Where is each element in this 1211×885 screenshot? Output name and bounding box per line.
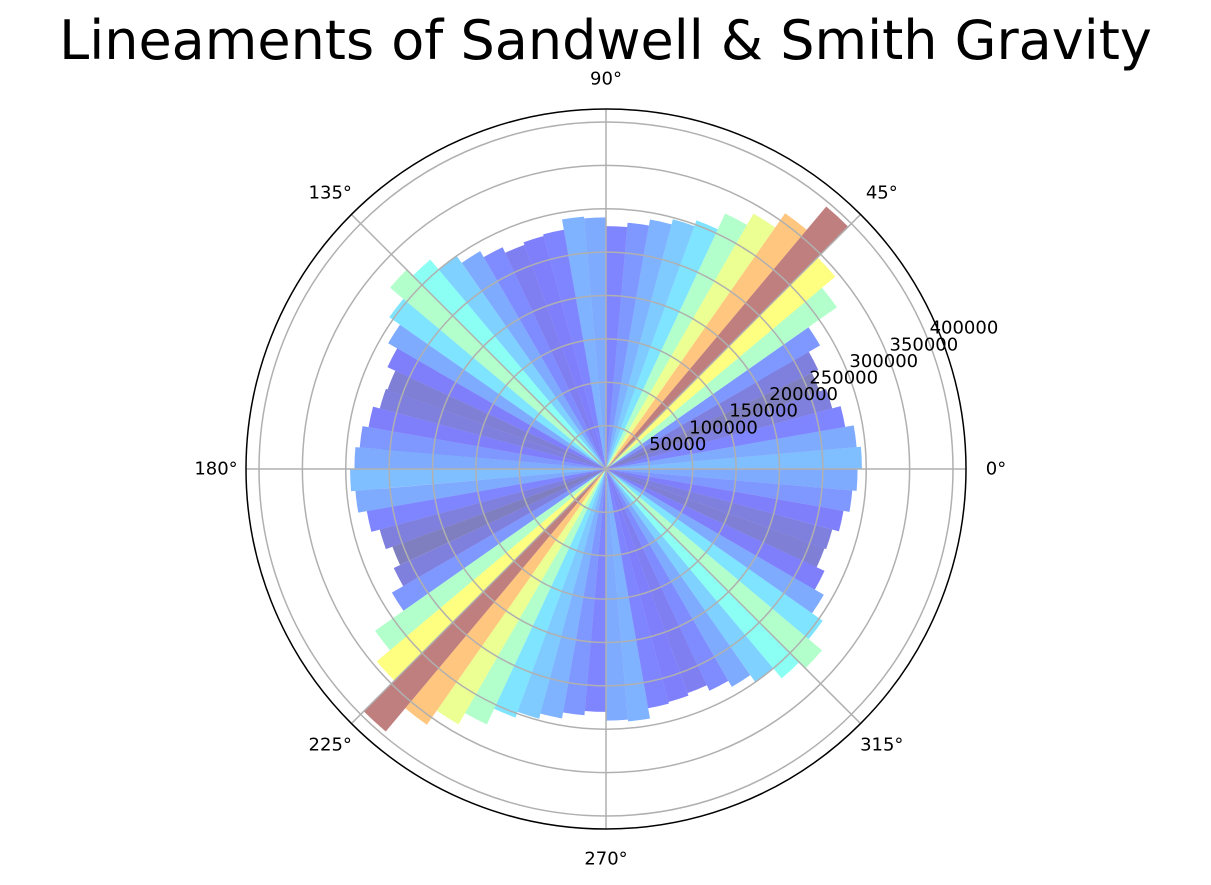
bar-90deg bbox=[584, 217, 606, 469]
bar-15deg bbox=[606, 388, 833, 469]
bar-60deg bbox=[606, 213, 747, 469]
labels-layer: 0° 45° 90° 135° 180° 225° 270° 315° 500001000001… bbox=[194, 69, 1006, 870]
bar-245deg bbox=[494, 469, 606, 718]
radial-tick-label: 250000 bbox=[809, 368, 878, 389]
bar-225deg bbox=[363, 469, 606, 732]
bar-235deg bbox=[436, 469, 606, 725]
bar-170deg bbox=[359, 426, 606, 469]
radial-tick-label: 400000 bbox=[930, 318, 999, 339]
bar-65deg bbox=[606, 220, 718, 469]
bar-50deg bbox=[606, 213, 807, 469]
theta-tick-label: 135° bbox=[309, 183, 352, 204]
bar-160deg bbox=[379, 388, 606, 469]
bar-75deg bbox=[606, 219, 672, 469]
bar-315deg bbox=[606, 469, 822, 669]
bar-230deg bbox=[405, 469, 606, 725]
bar-210deg bbox=[391, 469, 606, 611]
bar-250deg bbox=[517, 469, 606, 719]
bar-340deg bbox=[606, 469, 833, 550]
grid-layer bbox=[245, 108, 967, 830]
bar-195deg bbox=[379, 469, 606, 550]
bar-125deg bbox=[438, 255, 606, 469]
bar-95deg bbox=[562, 216, 606, 469]
theta-tick-label: 315° bbox=[860, 734, 903, 755]
theta-tick-label: 225° bbox=[309, 734, 352, 755]
bar-355deg bbox=[606, 469, 858, 491]
bar-265deg bbox=[584, 469, 606, 712]
bar-85deg bbox=[606, 226, 628, 469]
radial-tick-label: 200000 bbox=[769, 384, 838, 405]
bar-185deg bbox=[355, 469, 606, 513]
bar-35deg bbox=[606, 287, 837, 469]
radial-tick-label: 100000 bbox=[689, 417, 758, 438]
bar-5deg bbox=[606, 425, 857, 469]
bar-80deg bbox=[606, 222, 649, 469]
bar-180deg bbox=[350, 469, 606, 492]
bar-10deg bbox=[606, 406, 846, 469]
theta-tick-label: 180° bbox=[194, 459, 237, 480]
bar-270deg bbox=[606, 469, 628, 721]
bars-layer bbox=[350, 206, 862, 732]
theta-tick-label: 90° bbox=[590, 69, 622, 90]
bar-350deg bbox=[606, 469, 853, 512]
bar-310deg bbox=[606, 469, 800, 679]
bar-20deg bbox=[606, 372, 820, 469]
angular-gridline bbox=[605, 468, 862, 725]
bar-220deg bbox=[376, 469, 606, 681]
bar-130deg bbox=[412, 259, 606, 469]
bar-0deg bbox=[606, 446, 862, 469]
radial-tick-label: 150000 bbox=[729, 401, 798, 422]
bar-110deg bbox=[505, 244, 606, 469]
bar-25deg bbox=[606, 351, 819, 469]
bar-330deg bbox=[606, 469, 825, 590]
bar-135deg bbox=[390, 269, 606, 469]
bar-285deg bbox=[606, 469, 689, 702]
bar-280deg bbox=[606, 469, 669, 709]
bar-190deg bbox=[366, 469, 606, 532]
bar-165deg bbox=[368, 406, 606, 469]
angular-gridline bbox=[350, 213, 607, 470]
bar-240deg bbox=[465, 469, 606, 725]
bar-40deg bbox=[606, 257, 836, 469]
bar-30deg bbox=[606, 327, 821, 469]
bar-55deg bbox=[606, 213, 776, 469]
bar-255deg bbox=[540, 469, 606, 719]
bar-260deg bbox=[563, 469, 606, 716]
bar-345deg bbox=[606, 469, 844, 532]
bar-155deg bbox=[387, 370, 606, 469]
bar-205deg bbox=[393, 469, 606, 587]
bar-320deg bbox=[606, 469, 823, 640]
bar-290deg bbox=[606, 469, 707, 694]
bar-275deg bbox=[606, 469, 650, 722]
bar-215deg bbox=[375, 469, 606, 651]
polar-spine bbox=[245, 108, 967, 830]
angular-gridline bbox=[350, 468, 607, 725]
theta-tick-label: 45° bbox=[866, 183, 898, 204]
bar-100deg bbox=[543, 229, 606, 469]
bar-175deg bbox=[354, 447, 606, 469]
theta-tick-label: 0° bbox=[986, 459, 1006, 480]
bar-45deg bbox=[606, 206, 849, 469]
bar-150deg bbox=[387, 348, 606, 469]
radial-tick-label: 300000 bbox=[849, 351, 918, 372]
bar-295deg bbox=[606, 469, 729, 691]
angular-gridline bbox=[605, 213, 862, 470]
bar-200deg bbox=[392, 469, 606, 566]
bar-70deg bbox=[606, 219, 695, 469]
radial-tick-label: 50000 bbox=[649, 434, 706, 455]
radial-tick-label: 350000 bbox=[890, 334, 959, 355]
bar-305deg bbox=[606, 469, 774, 683]
theta-tick-label: 270° bbox=[584, 849, 627, 870]
bar-105deg bbox=[523, 236, 606, 469]
chart-title: Lineaments of Sandwell & Smith Gravity bbox=[59, 9, 1152, 72]
bar-335deg bbox=[606, 469, 825, 568]
bar-115deg bbox=[483, 247, 606, 469]
bar-140deg bbox=[389, 298, 606, 469]
